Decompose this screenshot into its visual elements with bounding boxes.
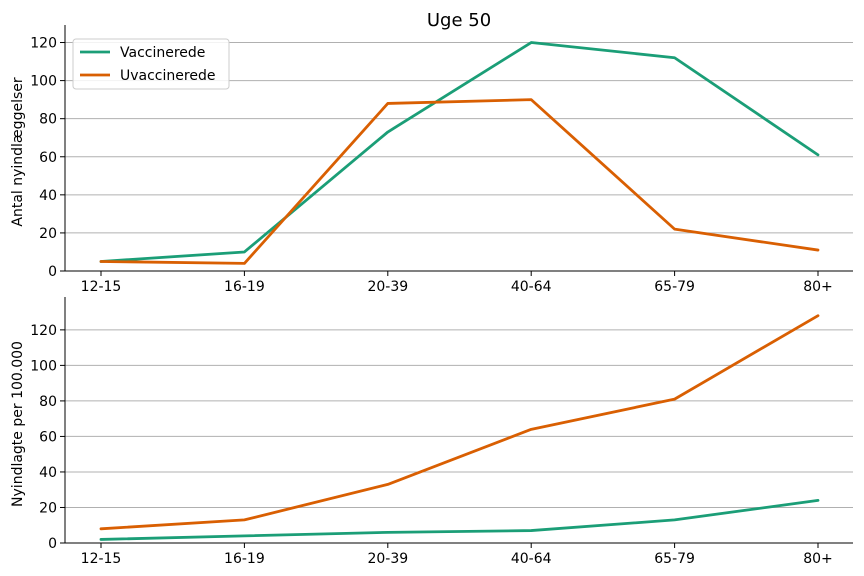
top-y-tick-label: 100	[30, 74, 57, 90]
top-y-tick-label: 20	[39, 226, 57, 242]
top-x-tick-label: 16-19	[224, 279, 265, 295]
legend-frame	[72, 38, 230, 90]
top-x-tick-label: 20-39	[367, 279, 408, 295]
chart-title: Uge 50	[427, 10, 491, 31]
bottom-y-tick-label: 60	[39, 429, 57, 445]
top-x-tick-label: 65-79	[654, 279, 695, 295]
top-series-line-uvaccinerede	[99, 98, 820, 265]
bottom-y-tick-label: 20	[39, 500, 57, 516]
bottom-series-line-uvaccinerede	[99, 314, 820, 531]
bottom-series-line-vaccinerede	[99, 498, 820, 541]
top-y-tick-label: 120	[30, 36, 57, 52]
top-y-tick-label: 60	[39, 150, 57, 166]
top-x-tick-label: 40-64	[511, 279, 552, 295]
bottom-y-tick-label: 80	[39, 394, 57, 410]
top-panel: Antal nyindlæggelser 0 20 40 60 80 100 120 12-1…	[10, 25, 853, 295]
top-y-tick-label: 40	[39, 188, 57, 204]
bottom-x-tick-label: 40-64	[511, 551, 552, 567]
legend-label: Vaccinerede	[120, 45, 205, 61]
bottom-y-axis-title: Nyindlagte per 100.000	[10, 341, 26, 507]
top-y-tick-label: 0	[48, 264, 57, 280]
bottom-y-tick-label: 0	[48, 536, 57, 552]
top-series-line-vaccinerede	[99, 41, 820, 263]
legend: Vaccinerede Uvaccinerede	[72, 38, 230, 90]
top-y-tick-label: 80	[39, 112, 57, 128]
bottom-x-tick-label: 65-79	[654, 551, 695, 567]
bottom-y-tick-label: 100	[30, 358, 57, 374]
bottom-x-tick-label: 12-15	[81, 551, 122, 567]
bottom-panel: Nyindlagte per 100.000 0 20 40 60 80 100 120 12…	[10, 297, 853, 567]
bottom-x-tick-label: 80+	[803, 551, 833, 567]
top-x-tick-label: 80+	[803, 279, 833, 295]
top-x-tick-label: 12-15	[81, 279, 122, 295]
bottom-y-tick-label: 40	[39, 465, 57, 481]
legend-label: Uvaccinerede	[120, 68, 215, 84]
bottom-x-tick-label: 16-19	[224, 551, 265, 567]
bottom-y-tick-label: 120	[30, 323, 57, 339]
bottom-x-tick-label: 20-39	[367, 551, 408, 567]
top-y-axis-title: Antal nyindlæggelser	[10, 77, 26, 226]
